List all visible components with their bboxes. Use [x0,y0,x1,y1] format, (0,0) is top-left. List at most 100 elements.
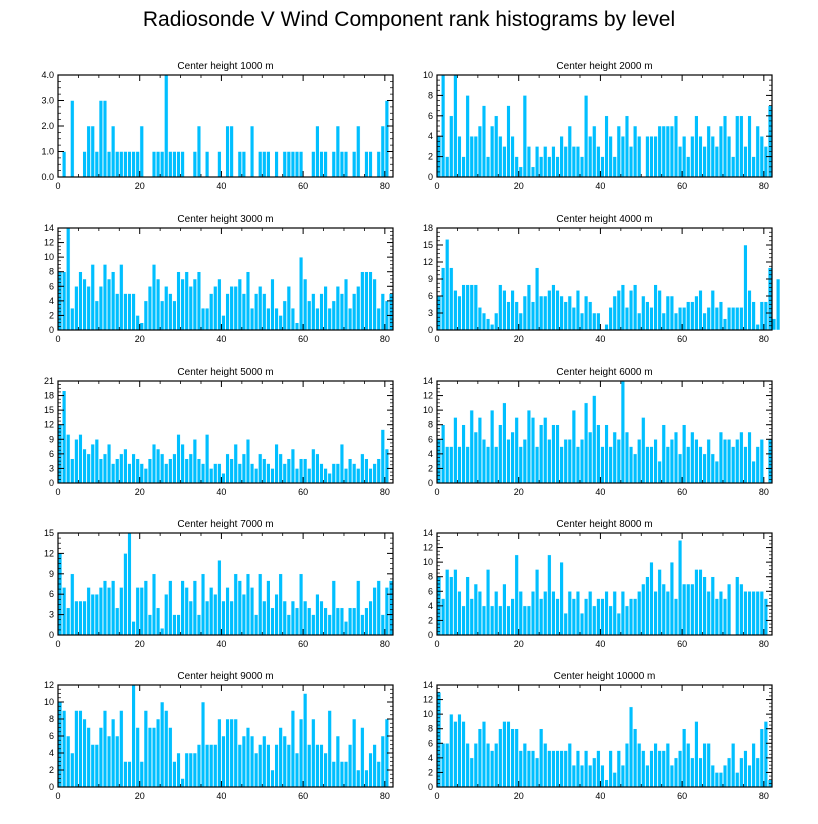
histogram-bar [575,750,581,788]
histogram-bar [588,135,593,178]
histogram-bar [677,750,683,788]
y-tick-label: 15 [44,405,54,415]
histogram-bar [303,600,308,636]
histogram-bar [258,453,263,484]
histogram-panel: Center height 4000 m 0 20 40 60 80 0 3 6 9 12 15 18 [423,214,781,344]
histogram-bar [661,750,666,788]
histogram-bar [155,278,161,331]
histogram-bar [747,764,752,788]
histogram-bar [473,284,478,331]
histogram-bar [473,583,478,636]
histogram-bar [612,295,617,331]
histogram-bar [368,468,373,484]
panel-title: Center height 3000 m [177,214,273,225]
histogram-bar [555,598,560,636]
histogram-bar [323,752,328,788]
histogram-bar [78,271,83,331]
histogram-bar [514,728,519,788]
histogram-bar [604,324,609,331]
y-tick-label: 0 [428,630,433,640]
histogram-bar [490,324,495,331]
histogram-bar [303,458,308,484]
histogram-bar [184,458,189,484]
histogram-bar [282,600,287,636]
histogram-bar [714,307,719,331]
x-tick-label: 40 [595,791,605,801]
x-tick-label: 60 [677,334,687,344]
histogram-bar [588,764,593,788]
histogram-bar [445,156,450,178]
histogram-bar [164,463,169,484]
histogram-bar [233,573,238,636]
histogram-bar [384,100,389,178]
x-tick-label: 20 [135,334,145,344]
histogram-bar [539,728,544,788]
histogram-bar [315,593,320,636]
histogram-bar [584,95,589,178]
histogram-bar [274,443,279,484]
histogram-bar [551,750,556,788]
histogram-bar [376,580,381,636]
histogram-bar [188,453,193,484]
y-tick-label: 21 [44,376,54,386]
histogram-bar [233,286,238,331]
histogram-bar [743,244,748,331]
histogram-bar [498,284,503,331]
histogram-bar [315,125,320,178]
histogram-bar [596,598,601,636]
histogram-bar [620,764,625,788]
y-tick-label: 0 [49,782,54,792]
histogram-bar [453,290,458,331]
histogram-bar [465,576,470,636]
x-tick-label: 60 [677,181,687,191]
histogram-bar [559,446,564,484]
histogram-panel: Center height 6000 m 0 20 40 60 80 0 2 4 6 8 10 12 14 [423,367,773,497]
x-tick-label: 0 [434,791,439,801]
x-tick-label: 60 [298,181,308,191]
histogram-bar [237,580,242,636]
histogram-bar [739,307,744,331]
histogram-bar [547,750,552,788]
histogram-bar [755,591,760,636]
histogram-bar [559,561,564,636]
histogram-bar [743,146,748,178]
histogram-bar [657,460,662,484]
histogram-bar [155,607,161,636]
histogram-bar [143,300,148,331]
x-tick-label: 40 [595,487,605,497]
histogram-bar [331,300,336,331]
histogram-bar [661,125,666,178]
histogram-bar [563,146,568,178]
histogram-bar [481,605,487,636]
y-tick-label: 12 [423,391,433,401]
histogram-bar [449,446,454,484]
histogram-bar [457,295,462,331]
histogram-bar [702,312,707,331]
histogram-bar [98,727,103,788]
x-tick-label: 0 [55,487,60,497]
histogram-bar [127,463,132,484]
histogram-bar [217,463,222,484]
histogram-bar [123,553,128,636]
histogram-bar [213,463,218,484]
histogram-bar [98,286,103,331]
histogram-bar [633,453,638,484]
histogram-bar [543,295,548,331]
histogram-bar [526,605,532,636]
histogram-bar [139,761,144,788]
histogram-bar [665,743,670,788]
histogram-bar [588,301,593,331]
histogram-bar [502,146,507,178]
x-tick-label: 20 [135,487,145,497]
histogram-bar [441,743,446,788]
histogram-bar [731,156,736,178]
histogram-bar [241,593,246,636]
histogram-bar [616,612,621,636]
histogram-bar [327,710,332,788]
histogram-bar [490,750,495,788]
histogram-bar [694,569,699,636]
histogram-bar [266,307,271,331]
histogram-bar [339,293,345,331]
histogram-bar [74,710,79,788]
histogram-bar [534,146,540,178]
